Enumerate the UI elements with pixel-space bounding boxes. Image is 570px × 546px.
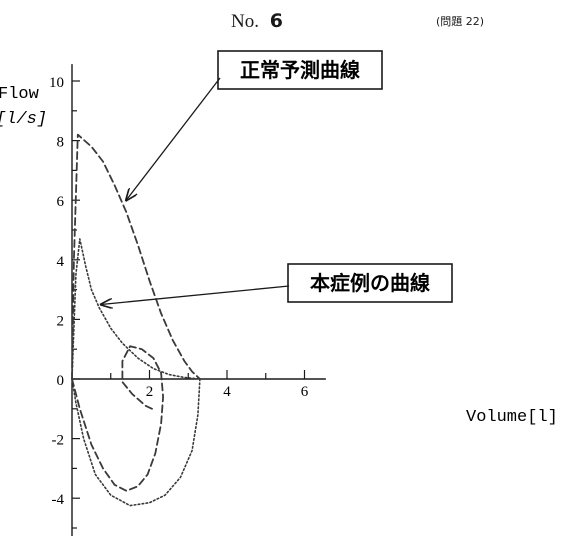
y-tick-label-0: 0 [57, 373, 65, 389]
x-axis-label: Volume[l] [466, 408, 558, 427]
x-tick-label-4: 4 [223, 384, 231, 400]
series-line-patient-inspiratory [71, 378, 201, 507]
series-line-patient-expiratory [71, 238, 201, 380]
y-tick-label-2: 2 [57, 313, 65, 329]
series-line-normal-inspiratory [71, 345, 164, 492]
series-layer [71, 133, 201, 507]
y-axis-label-unit: [l/s] [0, 110, 47, 129]
x-tick-label-6: 6 [301, 384, 309, 400]
y-tick-label--2: -2 [52, 433, 65, 449]
normal-curve-callout-text: 正常予測曲線 [240, 58, 360, 82]
patient-curve-callout-text: 本症例の曲線 [310, 271, 430, 295]
series-line-normal [71, 133, 201, 380]
question-reference: (問題 22) [436, 15, 485, 28]
normal-curve-callout-box [217, 50, 383, 90]
page-number: No. 6 [231, 10, 283, 33]
page-number-label: No. [231, 11, 259, 32]
y-tick-label--4: -4 [52, 492, 65, 508]
y-tick-label-6: 6 [57, 194, 65, 210]
y-tick-label-8: 8 [57, 135, 65, 151]
normal-curve-callout-arrow [126, 77, 221, 200]
y-tick-label-10: 10 [49, 75, 64, 91]
x-tick-label-2: 2 [146, 384, 154, 400]
page-number-value: 6 [269, 10, 283, 32]
axes: 10 8 6 4 2 0 -2 -4 2 4 6 [49, 64, 326, 536]
patient-curve-callout-arrow [101, 285, 290, 305]
y-tick-label-4: 4 [57, 254, 65, 270]
y-axis-label-flow: Flow [0, 85, 40, 104]
patient-curve-callout-box [287, 263, 453, 303]
